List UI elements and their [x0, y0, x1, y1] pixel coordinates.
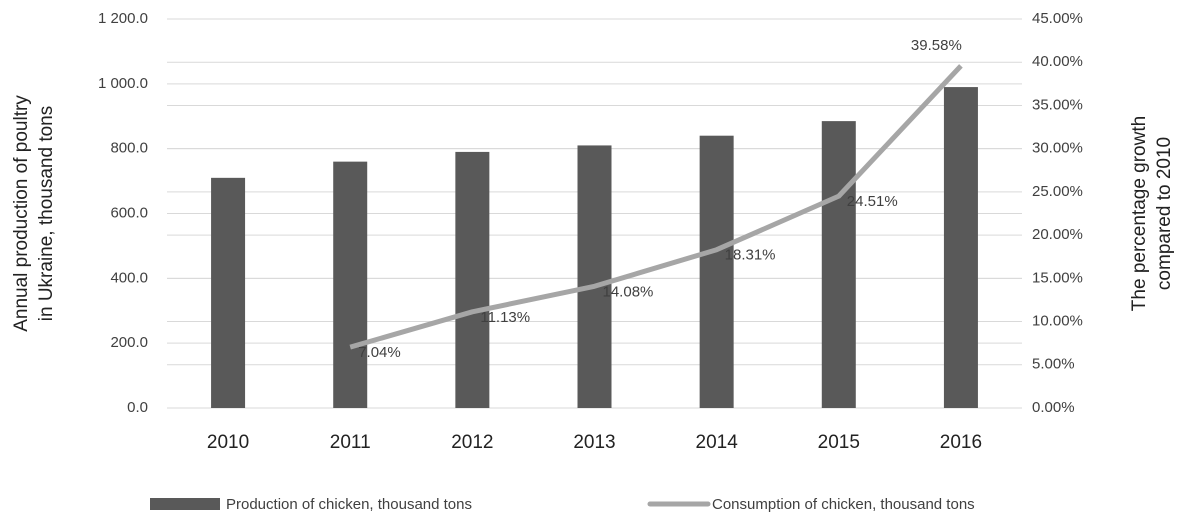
y2-tick-label: 5.00%	[1032, 356, 1075, 373]
y2-tick-label: 25.00%	[1032, 183, 1083, 200]
x-tick-label: 2012	[451, 432, 493, 453]
y2-axis-title: The percentage growth	[1129, 116, 1150, 311]
y-tick-label: 400.0	[110, 269, 148, 286]
bar	[211, 177, 246, 408]
y-tick-label: 200.0	[110, 334, 148, 351]
bar	[333, 161, 368, 408]
y2-tick-label: 15.00%	[1032, 269, 1083, 286]
y-axis-title: in Ukraine, thousand tons	[36, 106, 57, 321]
y-tick-label: 1 200.0	[98, 10, 148, 27]
y2-axis-title: compared to 2010	[1154, 137, 1175, 290]
bar	[943, 87, 978, 408]
y2-tick-label: 0.00%	[1032, 399, 1075, 416]
y-tick-label: 600.0	[110, 204, 148, 221]
x-tick-label: 2016	[940, 432, 982, 453]
x-tick-label: 2010	[207, 432, 249, 453]
x-tick-label: 2013	[573, 432, 615, 453]
y-tick-label: 800.0	[110, 140, 148, 157]
y-tick-label: 0.0	[127, 399, 148, 416]
x-tick-label: 2015	[818, 432, 860, 453]
y2-tick-label: 30.00%	[1032, 140, 1083, 157]
bar	[455, 151, 490, 409]
x-tick-label: 2011	[330, 432, 371, 453]
y2-tick-label: 35.00%	[1032, 96, 1083, 113]
data-label: 11.13%	[480, 309, 530, 326]
y2-tick-label: 40.00%	[1032, 53, 1083, 70]
y2-tick-label: 10.00%	[1032, 313, 1083, 330]
data-label: 14.08%	[603, 283, 654, 300]
data-label: 24.51%	[847, 193, 898, 210]
bar	[821, 121, 856, 409]
y2-tick-label: 20.00%	[1032, 226, 1083, 243]
legend-label: Production of chicken, thousand tons	[226, 496, 472, 513]
bar	[699, 135, 734, 408]
y-axis-title: Annual production of poultry	[11, 95, 32, 332]
y-tick-label: 1 000.0	[98, 75, 148, 92]
bar	[577, 145, 612, 409]
legend-label: Consumption of chicken, thousand tons	[712, 496, 975, 513]
data-label: 39.58%	[911, 37, 962, 54]
x-tick-label: 2014	[696, 432, 739, 453]
data-label: 18.31%	[725, 247, 776, 264]
line	[349, 64, 963, 350]
data-label: 7.04%	[358, 344, 401, 361]
legend-swatch	[150, 498, 220, 510]
y2-tick-label: 45.00%	[1032, 10, 1083, 27]
